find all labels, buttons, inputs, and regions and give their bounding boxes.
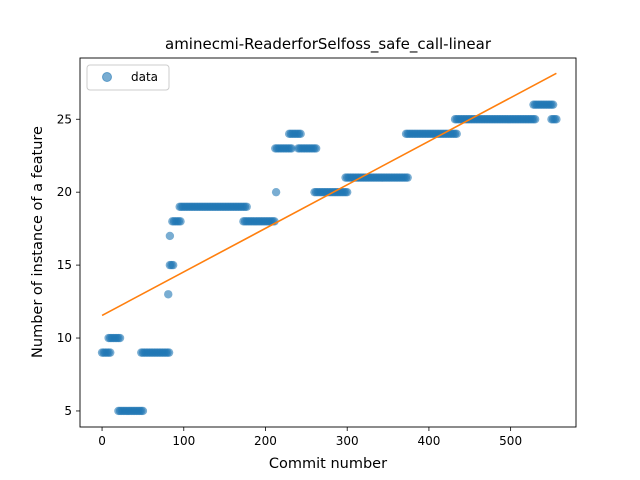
- legend-marker: [102, 72, 112, 82]
- data-point: [164, 348, 174, 357]
- data-point: [311, 144, 321, 153]
- chart-title: aminecmi-ReaderforSelfoss_safe_call-line…: [165, 35, 492, 54]
- data-point: [287, 144, 296, 153]
- x-tick-label: 300: [336, 434, 359, 448]
- fit-line-layer: [101, 72, 557, 317]
- data-point: [106, 348, 115, 357]
- data-point: [165, 231, 175, 241]
- x-axis: 0 100 200 300 400 500: [98, 427, 522, 448]
- legend-box: [86, 64, 170, 91]
- data-point: [115, 333, 125, 343]
- y-axis-label: Number of instance of a feature: [30, 126, 46, 358]
- y-axis: 5 10 15 20 25: [57, 112, 80, 418]
- data-point: [164, 290, 173, 299]
- y-tick-label: 20: [57, 185, 72, 199]
- x-tick-label: 400: [417, 434, 440, 448]
- y-tick-label: 25: [57, 112, 72, 126]
- plot-area: [97, 72, 561, 416]
- x-tick-label: 500: [499, 434, 522, 448]
- data-point: [403, 173, 412, 182]
- data-point: [548, 100, 558, 109]
- data-point: [271, 187, 281, 197]
- plot-frame: [79, 57, 577, 428]
- data-point: [176, 217, 185, 226]
- x-tick-label: 200: [254, 434, 277, 448]
- y-tick-label: 5: [64, 404, 72, 418]
- data-point: [530, 115, 540, 124]
- data-point: [552, 115, 561, 124]
- fit-line: [101, 72, 557, 317]
- data-point: [296, 129, 305, 139]
- y-tick-label: 10: [57, 331, 72, 345]
- data-point: [168, 260, 178, 270]
- data-points: [97, 100, 561, 416]
- data-point: [343, 187, 352, 197]
- x-tick-label: 100: [172, 434, 195, 448]
- data-point: [270, 217, 279, 226]
- x-tick-label: 0: [98, 434, 106, 448]
- y-tick-label: 15: [57, 258, 72, 272]
- data-point: [242, 202, 251, 211]
- legend-label: data: [131, 70, 158, 84]
- data-point: [452, 129, 461, 139]
- data-point: [138, 406, 148, 416]
- legend: data: [86, 64, 170, 91]
- x-axis-label: Commit number: [269, 456, 387, 472]
